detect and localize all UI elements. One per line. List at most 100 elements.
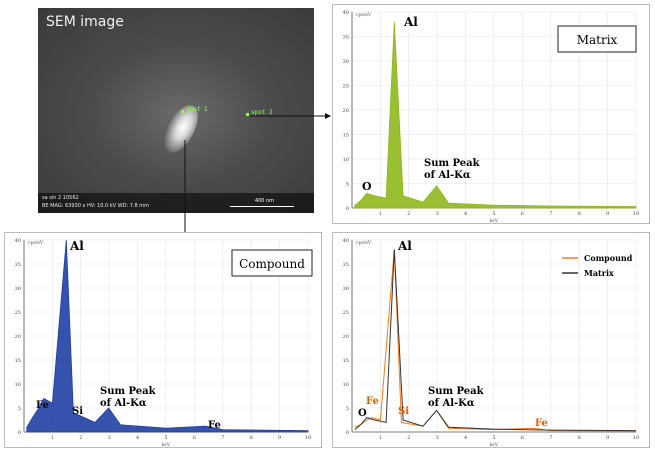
overlay-sum-peak-line1: Sum Peak xyxy=(428,386,485,397)
y-tick-label: 5 xyxy=(18,406,21,412)
x-tick-label: 4 xyxy=(464,211,467,217)
spot-label-left: spot 1 xyxy=(186,106,208,113)
x-tick-label: 2 xyxy=(79,435,82,441)
y-axis-unit: cps/eV xyxy=(356,12,372,18)
x-tick-label: 10 xyxy=(305,435,311,441)
y-tick-label: 35 xyxy=(15,262,21,268)
spot-marker-left xyxy=(181,110,184,113)
overlay-al-peak-label: Al xyxy=(397,239,412,253)
x-tick-label: 7 xyxy=(549,211,552,217)
x-tick-label: 1 xyxy=(379,211,382,217)
x-tick-label: 4 xyxy=(136,435,139,441)
overlay-spectrum-panel: 0 5 10 15 20 25 30 35 40 1 2 3 4 5 6 7 8 9 10 cps/eV keV Com… xyxy=(332,232,650,448)
overlay-sum-peak-line2: of Al-Kα xyxy=(428,398,475,409)
x-tick-label: 7 xyxy=(221,435,224,441)
y-tick-label: 20 xyxy=(343,108,349,114)
y-tick-label: 10 xyxy=(15,382,21,388)
matrix-sum-peak-line2: of Al-Kα xyxy=(424,170,471,181)
compound-fe-left-label: Fe xyxy=(36,400,49,411)
sem-info-line1: sa sin 2 10562 xyxy=(42,195,79,201)
matrix-label: Matrix xyxy=(577,33,618,47)
y-tick-label: 5 xyxy=(346,406,349,412)
y-tick-label: 35 xyxy=(343,262,349,268)
x-tick-label: 2 xyxy=(407,211,410,217)
sem-info-line2: BE MAG: 63930 x HV: 10.0 kV WD: 7.8 mm xyxy=(42,203,150,209)
scale-bar-label: 400 nm xyxy=(254,198,274,204)
spectrum-area-compound xyxy=(26,239,309,433)
compound-si-label: Si xyxy=(72,406,83,417)
y-tick-label: 25 xyxy=(343,310,349,316)
compound-fe-right-label: Fe xyxy=(208,420,221,431)
x-tick-label: 1 xyxy=(379,435,382,441)
y-tick-label: 30 xyxy=(343,59,349,65)
y-tick-label: 40 xyxy=(343,238,349,244)
x-tick-label: 5 xyxy=(492,211,495,217)
overlay-o-peak-label: O xyxy=(358,408,367,419)
x-tick-label: 7 xyxy=(549,435,552,441)
spectrum-line-matrix xyxy=(354,249,637,432)
spectrum-line-compound xyxy=(354,249,637,432)
matrix-sum-peak-line1: Sum Peak xyxy=(424,158,481,169)
y-tick-label: 0 xyxy=(346,430,349,436)
x-tick-label: 9 xyxy=(606,211,609,217)
y-tick-label: 35 xyxy=(343,35,349,41)
x-tick-label: 5 xyxy=(164,435,167,441)
x-tick-label: 9 xyxy=(606,435,609,441)
x-tick-label: 2 xyxy=(407,435,410,441)
compound-label-box xyxy=(231,249,313,277)
y-tick-label: 40 xyxy=(15,238,21,244)
y-axis-unit: cps/eV xyxy=(356,240,372,246)
x-axis-unit: keV xyxy=(490,218,499,224)
compound-sum-peak-line1: Sum Peak xyxy=(100,386,157,397)
x-tick-label: 10 xyxy=(633,211,639,217)
matrix-al-peak-label: Al xyxy=(403,15,418,29)
x-axis-unit: keV xyxy=(490,442,499,448)
matrix-spectrum-panel: 0 5 10 15 20 25 30 35 40 1 2 3 4 5 6 7 8 9 10 cps/eV keV Mat… xyxy=(332,4,650,224)
sem-image: SEM image spot 1 spot 2 sa sin 2 10562 B… xyxy=(38,8,314,213)
spectrum-area-matrix xyxy=(354,21,637,209)
x-tick-label: 6 xyxy=(193,435,196,441)
y-tick-label: 10 xyxy=(343,382,349,388)
y-tick-label: 15 xyxy=(15,358,21,364)
overlay-panel-frame xyxy=(332,232,650,448)
x-tick-label: 8 xyxy=(250,435,253,441)
y-axis-unit: cps/eV xyxy=(28,240,44,246)
x-tick-label: 9 xyxy=(278,435,281,441)
compound-spectrum-panel: 0 5 10 15 20 25 30 35 40 1 2 3 4 5 6 7 8 9 10 cps/eV keV Com… xyxy=(4,232,322,448)
legend-compound-label: Compound xyxy=(584,253,633,263)
matrix-label-box xyxy=(557,25,637,53)
x-tick-label: 5 xyxy=(492,435,495,441)
x-tick-label: 3 xyxy=(436,211,439,217)
y-tick-label: 5 xyxy=(346,182,349,188)
y-tick-label: 25 xyxy=(15,310,21,316)
x-axis-unit: keV xyxy=(162,442,171,448)
matrix-o-peak-label: O xyxy=(362,180,372,193)
x-tick-label: 10 xyxy=(633,435,639,441)
y-tick-label: 10 xyxy=(343,157,349,163)
y-tick-label: 30 xyxy=(343,286,349,292)
x-tick-label: 3 xyxy=(108,435,111,441)
y-tick-label: 20 xyxy=(15,334,21,340)
y-tick-label: 0 xyxy=(18,430,21,436)
overlay-fe-left-label: Fe xyxy=(366,396,379,407)
x-tick-label: 8 xyxy=(578,435,581,441)
x-tick-label: 1 xyxy=(51,435,54,441)
overlay-fe-right-label: Fe xyxy=(535,418,548,429)
y-tick-label: 15 xyxy=(343,133,349,139)
overlay-si-label: Si xyxy=(398,406,409,417)
y-tick-label: 15 xyxy=(343,358,349,364)
compound-sum-peak-line2: of Al-Kα xyxy=(100,398,147,409)
y-tick-label: 20 xyxy=(343,334,349,340)
compound-al-peak-label: Al xyxy=(69,239,84,253)
spot-label-right: spot 2 xyxy=(251,109,273,116)
y-tick-label: 25 xyxy=(343,84,349,90)
x-tick-label: 4 xyxy=(464,435,467,441)
sem-image-title: SEM image xyxy=(46,14,124,30)
y-tick-label: 40 xyxy=(343,10,349,16)
x-tick-label: 3 xyxy=(436,435,439,441)
y-tick-label: 0 xyxy=(346,206,349,212)
spot-marker-right xyxy=(246,113,249,116)
compound-label: Compound xyxy=(239,257,305,271)
scale-bar xyxy=(230,206,294,207)
